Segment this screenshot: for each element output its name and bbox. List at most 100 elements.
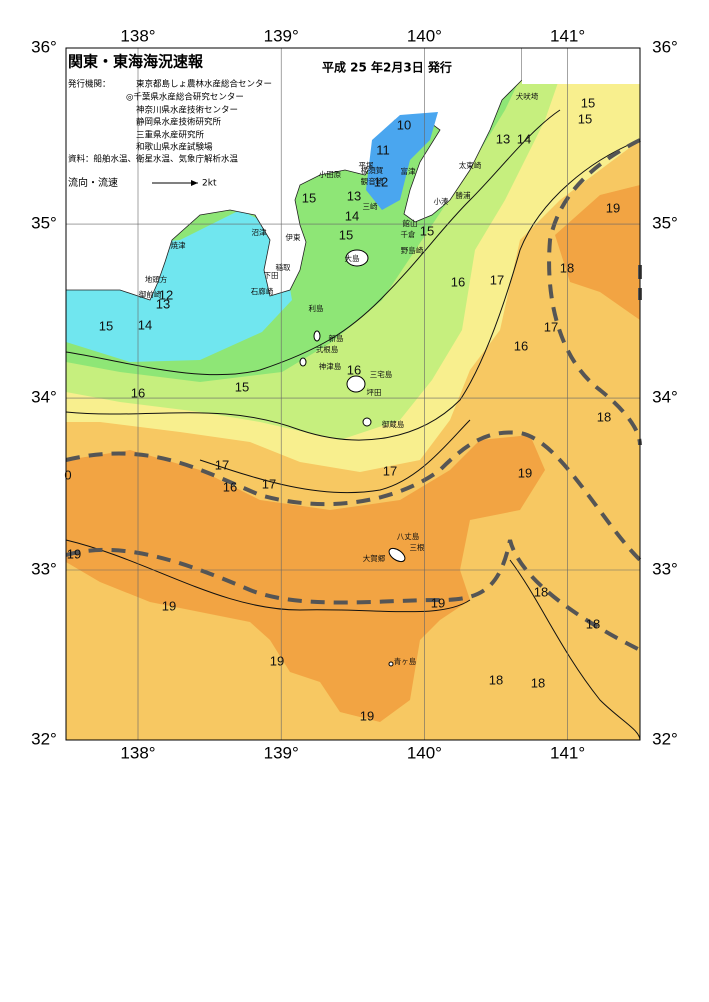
place-name: 小湊	[434, 196, 449, 206]
legend-label: 流向・流速	[68, 176, 118, 189]
lon-label: 140°	[407, 26, 442, 45]
isotherm-label: 19	[162, 598, 176, 613]
island	[345, 249, 369, 267]
place-name: 犬吠埼	[516, 91, 539, 101]
place-name: 坪田	[367, 388, 382, 397]
lat-label: 36°	[31, 37, 57, 56]
lon-label: 139°	[264, 26, 299, 45]
place-name: 勝浦	[456, 190, 471, 200]
isotherm-label: 15	[578, 111, 592, 126]
isotherm-label: 16	[131, 385, 145, 400]
island	[299, 357, 307, 367]
isotherm-label: 17	[544, 319, 558, 334]
lon-label: 141°	[550, 26, 585, 45]
place-name: 観音崎	[361, 176, 384, 186]
place-name: 御前崎	[139, 289, 162, 299]
place-name: 神津島	[319, 361, 342, 371]
place-name: 焼津	[171, 241, 186, 250]
issue-date: 平成 25 年2月3日 発行	[322, 60, 452, 75]
issuer: 静岡県水産技術研究所	[136, 117, 222, 128]
isotherm-label: 18	[597, 409, 611, 424]
isotherm-label: 14	[345, 208, 359, 223]
isotherm-label: 19	[270, 653, 284, 668]
place-name: 三根	[410, 542, 425, 552]
current-axis	[547, 138, 642, 446]
place-name: 式根島	[316, 344, 339, 354]
isotherm	[65, 109, 561, 376]
issuers-label: 発行機関：	[68, 79, 111, 90]
place-name: 館山	[403, 218, 418, 228]
place-name: 稲取	[276, 262, 291, 272]
place-name: 沼津	[252, 228, 267, 237]
isotherm	[65, 539, 471, 613]
isotherm-label: 16	[347, 362, 361, 377]
current-axis	[65, 539, 641, 652]
lat-label: 35°	[652, 214, 678, 233]
sea-areas	[65, 47, 640, 740]
isotherm-label: 17	[490, 272, 504, 287]
place-name: 横須賀	[361, 165, 384, 175]
place-name: 三崎	[363, 201, 378, 211]
current-axis	[65, 430, 642, 562]
isotherm-label: 17	[262, 476, 276, 491]
place-name: 小田原	[319, 170, 342, 179]
lat-label: 34°	[31, 388, 57, 407]
isotherm-label: 15	[420, 223, 434, 238]
place-name: 三宅島	[370, 369, 393, 379]
island	[362, 417, 372, 427]
issuer: 東京都島しょ農林水産総合センター	[136, 79, 272, 90]
place-name: 地頭方	[145, 274, 168, 284]
place-name: 下田	[264, 271, 279, 280]
island	[388, 547, 406, 563]
place-name: 石廊崎	[251, 286, 274, 296]
kuroshio-water	[555, 185, 640, 320]
data-source: 資料：船舶水温、衛星水温、気象庁解析水温	[68, 154, 239, 165]
isotherm-label: 18	[560, 260, 574, 275]
isotherm-label: 13	[347, 188, 361, 203]
isotherm-label: 18	[586, 616, 600, 631]
issuer: ◎千葉県水産総合研究センター	[126, 92, 244, 103]
place-name: 青ヶ島	[394, 656, 417, 666]
isotherm-label: 16	[514, 338, 528, 353]
blank-corner	[522, 48, 640, 84]
isotherm-label: 15	[99, 318, 113, 333]
map-frame	[65, 47, 641, 741]
lat-label: 33°	[652, 559, 678, 578]
island	[313, 330, 321, 342]
isotherm	[509, 559, 641, 741]
place-name: 八丈島	[397, 531, 420, 541]
lat-label: 35°	[31, 214, 57, 233]
kuroshio-water	[66, 435, 545, 722]
lon-label: 141°	[550, 743, 585, 762]
lat-label: 36°	[652, 37, 678, 56]
isotherm-label: 12	[374, 174, 388, 189]
place-name: 伊東	[286, 232, 301, 242]
lat-label: 34°	[652, 388, 678, 407]
place-name: 新島	[329, 333, 344, 343]
lat-label: 32°	[31, 729, 57, 748]
isotherm-label: 19	[360, 708, 374, 723]
island	[346, 375, 366, 393]
isotherm-label: 19	[518, 465, 532, 480]
lon-label: 139°	[264, 743, 299, 762]
issuer: 三重県水産研究所	[136, 130, 205, 141]
issuer: 神奈川県水産技術センター	[136, 105, 238, 116]
isotherm-label: 13	[496, 131, 510, 146]
isotherm-label: 15	[302, 190, 316, 205]
place-name: 御蔵島	[382, 419, 405, 429]
legend-speed: 2kt	[202, 179, 217, 189]
isotherm-label: 15	[581, 95, 595, 110]
isotherms	[65, 109, 641, 741]
isotherm-label: 16	[223, 479, 237, 494]
isotherm-label: 17	[215, 457, 229, 472]
title: 関東・東海海況速報	[68, 53, 204, 71]
lat-label: 33°	[31, 559, 57, 578]
isotherm-label: 0	[64, 467, 71, 482]
isotherm-label: 19	[606, 200, 620, 215]
isotherm-label: 13	[156, 296, 170, 311]
place-name: 野島崎	[401, 245, 424, 255]
issuer: 和歌山県水産試験場	[136, 142, 213, 153]
isotherm-label: 15	[339, 227, 353, 242]
